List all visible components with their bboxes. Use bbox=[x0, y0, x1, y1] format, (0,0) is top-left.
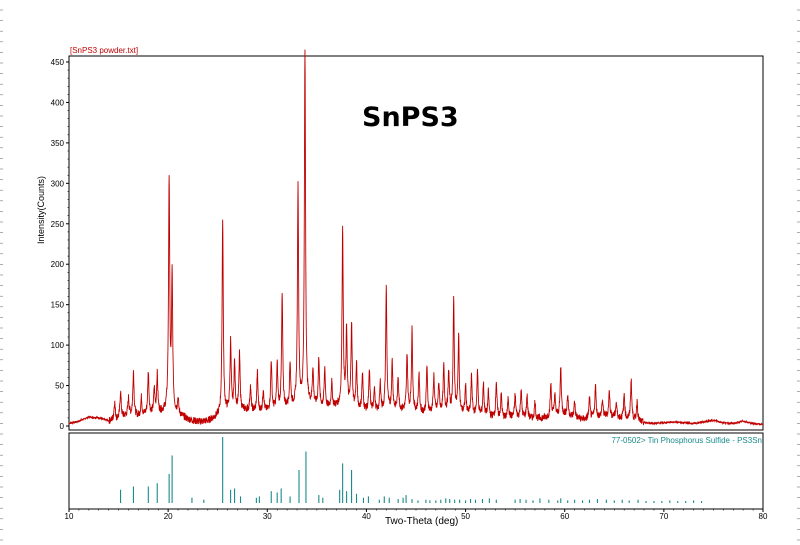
sample-label: [SnPS3 powder.txt] bbox=[70, 46, 139, 55]
diffraction-pattern bbox=[68, 49, 764, 427]
y-tick-label: 250 bbox=[51, 220, 65, 229]
y-tick-label: 450 bbox=[51, 58, 65, 67]
edge-tick-marks bbox=[0, 9, 800, 541]
y-tick-label: 100 bbox=[51, 341, 65, 350]
y-tick-label: 0 bbox=[60, 422, 65, 431]
x-axis: 10 20 30 40 50 60 70 80 bbox=[65, 509, 768, 521]
x-tick-label: 80 bbox=[759, 512, 768, 521]
y-tick-label: 200 bbox=[51, 260, 65, 269]
y-tick-label: 350 bbox=[51, 139, 65, 148]
y-tick-label: 300 bbox=[51, 179, 65, 188]
x-tick-label: 50 bbox=[461, 512, 470, 521]
x-tick-label: 40 bbox=[362, 512, 371, 521]
chart-title: SnPS3 bbox=[362, 102, 459, 133]
y-tick-label: 150 bbox=[51, 301, 65, 310]
pattern-plot-frame bbox=[68, 55, 764, 431]
y-axis-title: Intensity(Counts) bbox=[36, 175, 46, 244]
x-axis-title: Two-Theta (deg) bbox=[385, 516, 459, 527]
reference-sticks bbox=[120, 437, 703, 503]
x-tick-label: 10 bbox=[65, 512, 74, 521]
y-tick-label: 50 bbox=[55, 382, 64, 391]
reference-label: 77-0502> Tin Phosphorus Sulfide - PS3Sn bbox=[611, 436, 762, 445]
y-tick-label: 400 bbox=[51, 98, 65, 107]
x-tick-label: 20 bbox=[164, 512, 173, 521]
x-tick-label: 60 bbox=[560, 512, 569, 521]
pattern-series-line bbox=[68, 49, 764, 427]
y-axis: 0 50 100 150 200 250 300 350 400 450 bbox=[51, 58, 69, 431]
x-tick-label: 30 bbox=[263, 512, 272, 521]
x-tick-label: 70 bbox=[659, 512, 668, 521]
